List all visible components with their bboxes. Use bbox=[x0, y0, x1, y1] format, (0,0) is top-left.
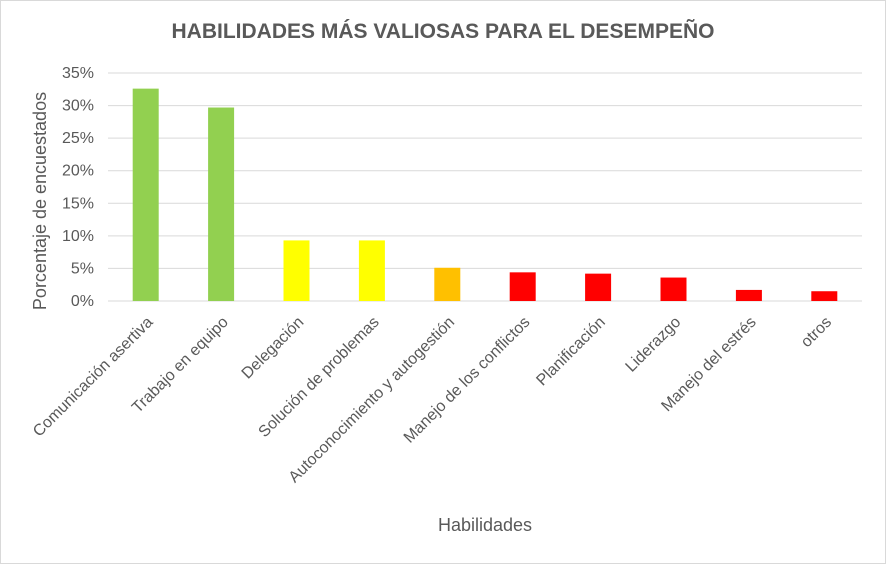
bar bbox=[434, 267, 461, 301]
bar bbox=[735, 289, 762, 301]
y-tick-label: 5% bbox=[71, 260, 94, 277]
x-tick-label: Planificación bbox=[533, 314, 609, 390]
bar bbox=[509, 272, 536, 301]
x-tick-label: Autoconocimiento y autogestión bbox=[286, 314, 458, 486]
y-tick-label: 15% bbox=[62, 195, 94, 212]
y-tick-label: 10% bbox=[62, 228, 94, 245]
x-tick-label: Comunicación asertiva bbox=[30, 314, 157, 441]
x-tick-label: Delegación bbox=[239, 314, 308, 383]
x-axis-label: Habilidades bbox=[438, 515, 532, 535]
x-tick-label: otros bbox=[798, 314, 835, 351]
y-tick-label: 35% bbox=[62, 65, 94, 82]
chart-title: HABILIDADES MÁS VALIOSAS PARA EL DESEMPE… bbox=[171, 20, 715, 43]
bar bbox=[208, 107, 235, 301]
bars bbox=[132, 88, 838, 302]
bar bbox=[132, 88, 159, 302]
y-tick-label: 20% bbox=[62, 163, 94, 180]
y-tick-label: 30% bbox=[62, 98, 94, 115]
bar bbox=[811, 291, 838, 301]
x-tick-label: Liderazgo bbox=[623, 314, 685, 376]
bar bbox=[358, 240, 385, 301]
x-tick-label: Solución de problemas bbox=[256, 314, 383, 441]
y-axis-label: Porcentaje de encuestados bbox=[30, 92, 50, 310]
bar bbox=[585, 273, 612, 301]
y-tick-label: 0% bbox=[71, 293, 94, 310]
bar bbox=[283, 240, 310, 301]
bar bbox=[660, 277, 687, 301]
y-tick-label: 25% bbox=[62, 130, 94, 147]
y-tick-labels: 0% 5% 10% 15% 20% 25% 30% 35% bbox=[62, 65, 94, 310]
x-tick-label: Manejo de los conflictos bbox=[401, 314, 534, 447]
